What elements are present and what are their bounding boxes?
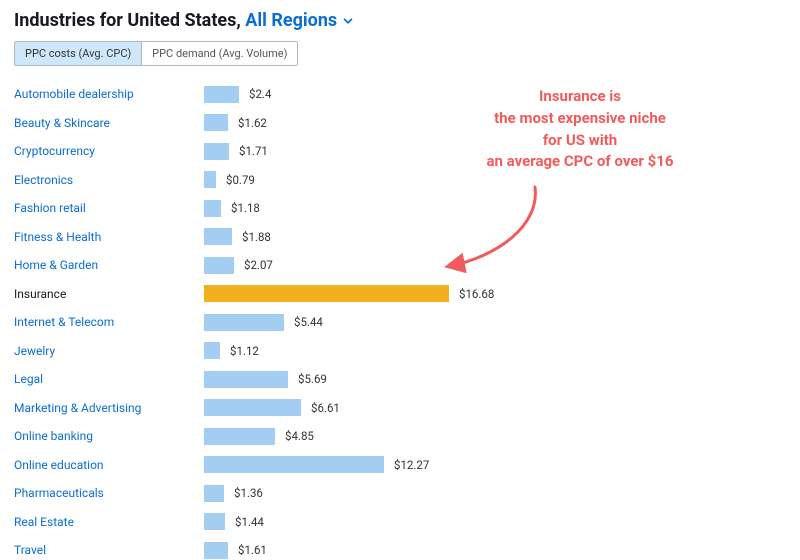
chart-row: Online education $12.27: [14, 451, 786, 480]
chart-row: Insurance $16.68: [14, 280, 786, 309]
metric-tabs: PPC costs (Avg. CPC) PPC demand (Avg. Vo…: [14, 41, 298, 66]
chart-row-label[interactable]: Home & Garden: [14, 258, 204, 272]
chart-row-label[interactable]: Online banking: [14, 429, 204, 443]
chart-bar-track: $0.79: [204, 171, 786, 188]
chart-bar: [204, 200, 221, 217]
chart-bar: [204, 371, 288, 388]
chart-bar-track: $2.07: [204, 257, 786, 274]
chart-bar: [204, 114, 228, 131]
chart-row-label[interactable]: Online education: [14, 458, 204, 472]
chart-bar-track: $1.62: [204, 114, 786, 131]
chart-row: Home & Garden $2.07: [14, 251, 786, 280]
title-prefix: Industries for United States,: [14, 10, 245, 31]
chart-bar-value: $5.44: [294, 315, 323, 329]
chart-bar: [204, 428, 275, 445]
chart-bar-value: $12.27: [394, 458, 429, 472]
chart-bar-track: $1.88: [204, 228, 786, 245]
chart-row-label[interactable]: Real Estate: [14, 515, 204, 529]
chart-row-label: Insurance: [14, 287, 204, 301]
chart-bar-track: $16.68: [204, 285, 786, 302]
chart-bar-value: $1.61: [238, 543, 267, 557]
chart-bar: [204, 143, 229, 160]
chart-bar-value: $6.61: [311, 401, 340, 415]
chart-bar-value: $2.4: [249, 87, 271, 101]
industries-bar-chart: Automobile dealership $2.4 Beauty & Skinca…: [14, 80, 786, 560]
chart-bar-track: $12.27: [204, 456, 786, 473]
chart-row: Fashion retail $1.18: [14, 194, 786, 223]
chart-row-label[interactable]: Jewelry: [14, 344, 204, 358]
chart-row: Beauty & Skincare $1.62: [14, 109, 786, 138]
chart-bar-track: $1.12: [204, 342, 786, 359]
chart-bar: [204, 542, 228, 559]
regions-label: All Regions: [245, 10, 337, 31]
chart-bar-track: $1.18: [204, 200, 786, 217]
page-title: Industries for United States, All Region…: [14, 10, 786, 31]
tab-ppc-demand[interactable]: PPC demand (Avg. Volume): [141, 42, 297, 65]
chart-bar: [204, 86, 239, 103]
chart-bar: [204, 257, 234, 274]
chart-bar: [204, 485, 224, 502]
chart-bar-value: $1.62: [238, 116, 267, 130]
chart-bar-track: $2.4: [204, 86, 786, 103]
chart-bar-value: $0.79: [226, 173, 255, 187]
chart-bar: [204, 314, 284, 331]
chart-row: Cryptocurrency $1.71: [14, 137, 786, 166]
chart-row: Marketing & Advertising $6.61: [14, 394, 786, 423]
chart-bar-value: $4.85: [285, 429, 314, 443]
chart-bar-value: $2.07: [244, 258, 273, 272]
chart-row: Internet & Telecom $5.44: [14, 308, 786, 337]
chart-bar: [204, 342, 220, 359]
chart-bar-value: $1.12: [230, 344, 259, 358]
chart-row: Online banking $4.85: [14, 422, 786, 451]
chart-row-label[interactable]: Internet & Telecom: [14, 315, 204, 329]
chart-bar-track: $4.85: [204, 428, 786, 445]
chart-bar-value: $16.68: [459, 287, 494, 301]
chart-bar-track: $5.44: [204, 314, 786, 331]
chart-row-label[interactable]: Beauty & Skincare: [14, 116, 204, 130]
chart-bar-value: $1.71: [239, 144, 268, 158]
chart-row-label[interactable]: Travel: [14, 543, 204, 557]
chart-row-label[interactable]: Fashion retail: [14, 201, 204, 215]
chart-row-label[interactable]: Fitness & Health: [14, 230, 204, 244]
chart-bar-value: $1.44: [235, 515, 264, 529]
chart-bar-track: $6.61: [204, 399, 786, 416]
chart-bar: [204, 513, 225, 530]
chart-bar: [204, 171, 216, 188]
chart-bar-track: $1.44: [204, 513, 786, 530]
chart-row-label[interactable]: Electronics: [14, 173, 204, 187]
chart-row: Pharmaceuticals $1.36: [14, 479, 786, 508]
chart-row: Real Estate $1.44: [14, 508, 786, 537]
chart-bar: [204, 228, 232, 245]
chart-bar-track: $1.71: [204, 143, 786, 160]
chart-row: Legal $5.69: [14, 365, 786, 394]
chart-row: Travel $1.61: [14, 536, 786, 560]
chart-bar-track: $5.69: [204, 371, 786, 388]
chart-bar-track: $1.36: [204, 485, 786, 502]
chart-bar: [204, 456, 384, 473]
chart-bar-track: $1.61: [204, 542, 786, 559]
chart-bar: [204, 285, 449, 302]
chart-row-label[interactable]: Pharmaceuticals: [14, 486, 204, 500]
chart-bar-value: $1.18: [231, 201, 260, 215]
chart-bar: [204, 399, 301, 416]
chart-bar-value: $5.69: [298, 372, 327, 386]
chart-row-label[interactable]: Automobile dealership: [14, 87, 204, 101]
chart-row-label[interactable]: Cryptocurrency: [14, 144, 204, 158]
tab-ppc-costs[interactable]: PPC costs (Avg. CPC): [15, 42, 141, 65]
chart-row: Automobile dealership $2.4: [14, 80, 786, 109]
chart-row-label[interactable]: Legal: [14, 372, 204, 386]
chart-row: Electronics $0.79: [14, 166, 786, 195]
chart-row: Fitness & Health $1.88: [14, 223, 786, 252]
chart-row: Jewelry $1.12: [14, 337, 786, 366]
chart-bar-value: $1.36: [234, 486, 263, 500]
chart-bar-value: $1.88: [242, 230, 271, 244]
chevron-down-icon: [341, 14, 355, 28]
regions-dropdown[interactable]: All Regions: [245, 10, 355, 31]
chart-row-label[interactable]: Marketing & Advertising: [14, 401, 204, 415]
